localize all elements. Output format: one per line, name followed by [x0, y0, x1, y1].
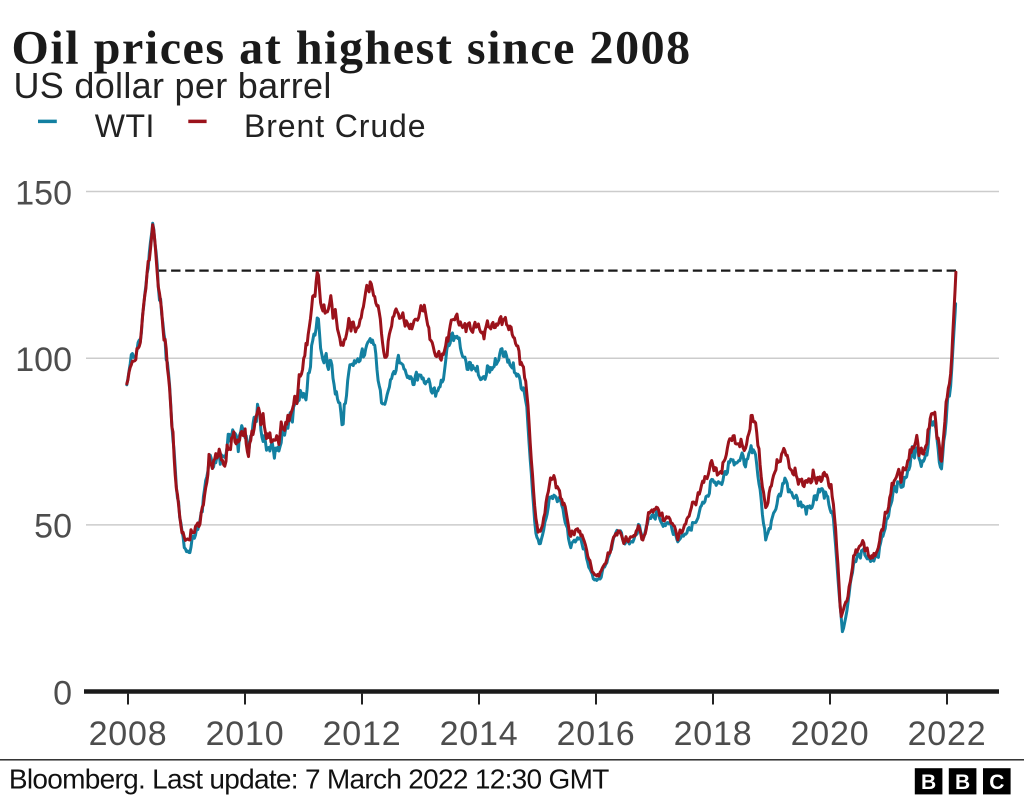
svg-text:2022: 2022 [908, 715, 987, 753]
svg-text:150: 150 [15, 174, 72, 212]
svg-text:0: 0 [53, 674, 72, 712]
svg-text:2018: 2018 [674, 715, 753, 753]
svg-text:B: B [955, 771, 970, 794]
svg-text:US dollar per barrel: US dollar per barrel [14, 65, 332, 106]
svg-text:2012: 2012 [323, 715, 402, 753]
svg-text:Brent Crude: Brent Crude [244, 108, 426, 144]
svg-text:Bloomberg. Last update: 7 Marc: Bloomberg. Last update: 7 March 2022 12:… [9, 764, 609, 795]
svg-text:2010: 2010 [206, 715, 285, 753]
svg-text:Oil prices at highest since 20: Oil prices at highest since 2008 [12, 22, 692, 75]
svg-text:100: 100 [15, 341, 72, 379]
svg-text:2014: 2014 [440, 715, 519, 753]
svg-text:2016: 2016 [557, 715, 636, 753]
svg-text:B: B [921, 771, 936, 794]
svg-text:2020: 2020 [791, 715, 870, 753]
svg-text:WTI: WTI [95, 108, 155, 144]
svg-text:50: 50 [34, 508, 72, 546]
svg-text:2008: 2008 [89, 715, 168, 753]
svg-text:C: C [989, 771, 1004, 794]
